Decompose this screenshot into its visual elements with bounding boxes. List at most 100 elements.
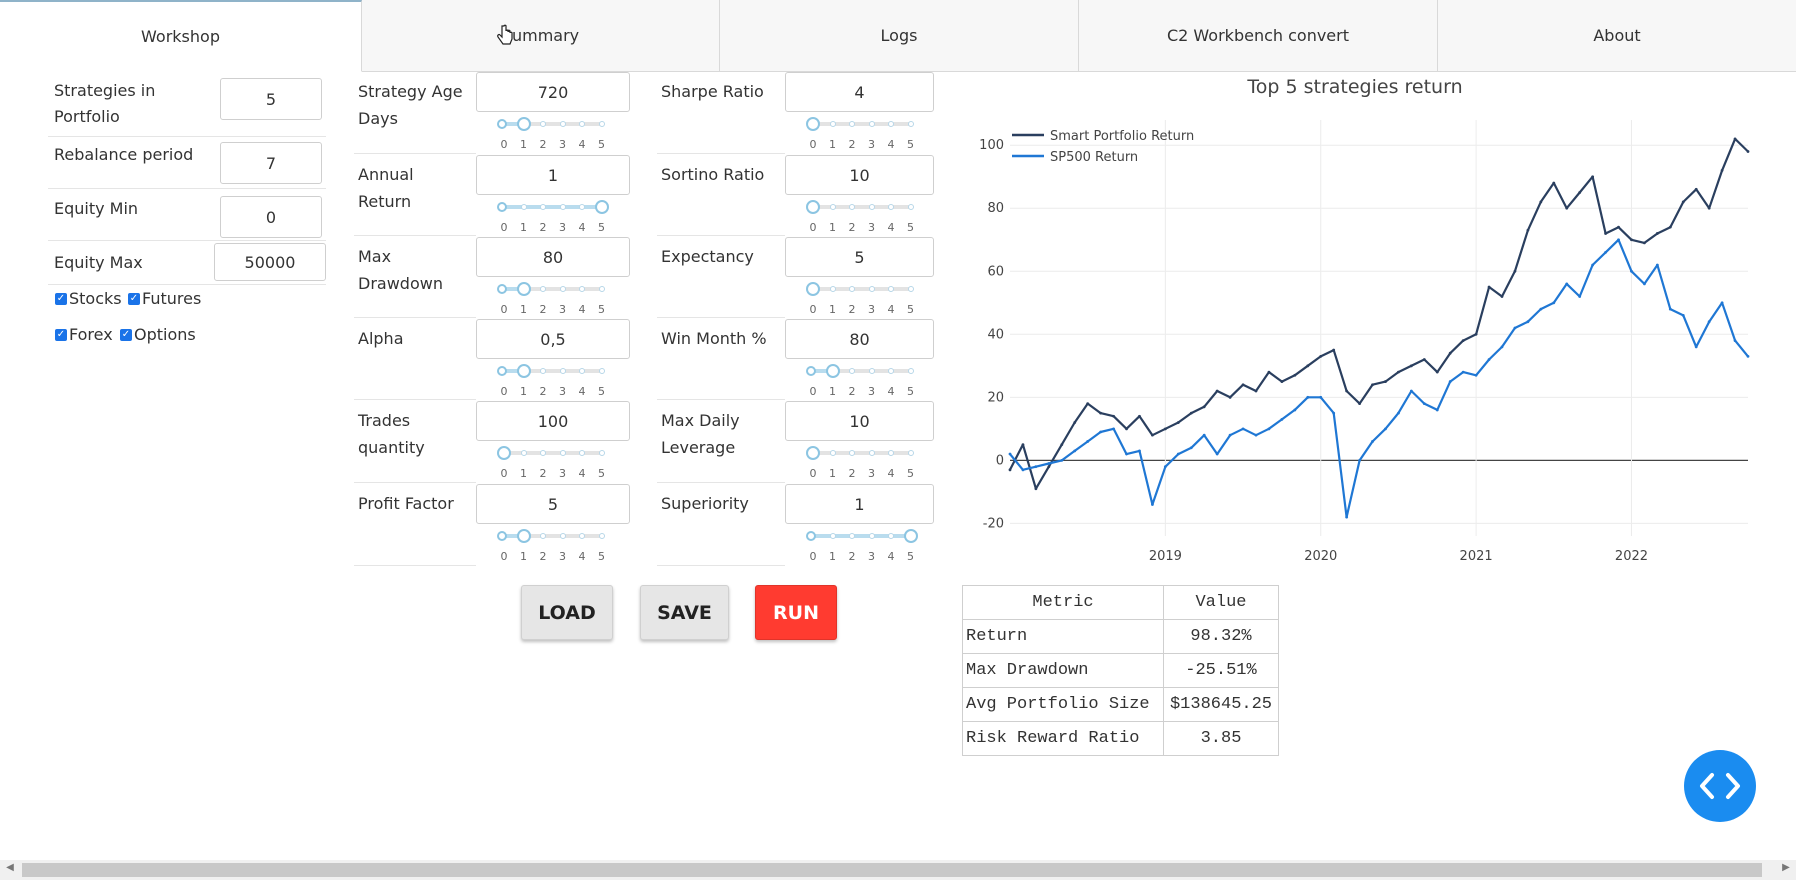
slider-step-dot[interactable]: [540, 286, 546, 292]
slider-step-dot[interactable]: [579, 368, 585, 374]
slider-step-dot[interactable]: [868, 450, 875, 456]
sharpe-ratio-input[interactable]: 4: [785, 72, 934, 112]
slider-step-dot[interactable]: [849, 450, 855, 456]
slider-step-dot[interactable]: [540, 121, 546, 127]
slider-step-dot[interactable]: [849, 286, 855, 292]
max-daily-leverage-input[interactable]: 10: [785, 401, 934, 441]
win-month-input[interactable]: 80: [785, 319, 934, 359]
slider-step-dot[interactable]: [598, 286, 605, 292]
tab-about[interactable]: About: [1438, 0, 1796, 72]
slider-step-dot[interactable]: [829, 450, 836, 456]
slider-step-dot[interactable]: [540, 450, 546, 456]
slider-step-dot[interactable]: [559, 286, 566, 292]
strategies-in-portfolio-input[interactable]: 5: [220, 78, 322, 120]
slider-step-dot[interactable]: [579, 450, 585, 456]
scrollbar-thumb[interactable]: [22, 863, 1762, 877]
load-button[interactable]: LOAD: [521, 585, 613, 640]
stocks-checkbox[interactable]: ✓ Stocks: [55, 289, 122, 308]
code-toggle-button[interactable]: [1684, 750, 1756, 822]
slider-handle-min[interactable]: [497, 202, 507, 212]
slider-step-dot[interactable]: [520, 204, 527, 210]
slider-step-dot[interactable]: [540, 204, 546, 210]
slider-step-dot[interactable]: [888, 121, 894, 127]
slider-step-dot[interactable]: [559, 204, 566, 210]
slider-step-dot[interactable]: [888, 533, 894, 539]
slider-step-dot[interactable]: [559, 533, 566, 539]
slider-handle[interactable]: [497, 446, 511, 460]
slider-step-dot[interactable]: [868, 286, 875, 292]
profit-factor-input[interactable]: 5: [476, 484, 630, 524]
rebalance-period-input[interactable]: 7: [220, 142, 322, 184]
slider-step-dot[interactable]: [829, 204, 836, 210]
slider-step-dot[interactable]: [579, 533, 585, 539]
slider-handle[interactable]: [806, 446, 820, 460]
slider-handle[interactable]: [806, 200, 820, 214]
slider-step-dot[interactable]: [888, 368, 894, 374]
slider-handle[interactable]: [594, 200, 609, 214]
slider-step-dot[interactable]: [868, 533, 875, 539]
slider-handle[interactable]: [516, 282, 531, 296]
tab-workshop[interactable]: Workshop: [0, 0, 362, 72]
slider-step-dot[interactable]: [598, 121, 605, 127]
slider-handle-min[interactable]: [806, 531, 816, 541]
slider-step-dot[interactable]: [868, 121, 875, 127]
slider-handle-min[interactable]: [497, 531, 507, 541]
tab-logs[interactable]: Logs: [720, 0, 1079, 72]
slider-step-dot[interactable]: [829, 286, 836, 292]
slider-step-dot[interactable]: [559, 450, 566, 456]
strategy-age-days-input[interactable]: 720: [476, 72, 630, 112]
alpha-input[interactable]: 0,5: [476, 319, 630, 359]
slider-step-dot[interactable]: [579, 204, 585, 210]
slider-step-dot[interactable]: [849, 204, 855, 210]
equity-max-input[interactable]: 50000: [214, 243, 326, 281]
tab-c2-workbench-convert[interactable]: C2 Workbench convert: [1079, 0, 1438, 72]
slider-step-dot[interactable]: [559, 121, 566, 127]
slider-step-dot[interactable]: [598, 368, 605, 374]
slider-step-dot[interactable]: [849, 533, 855, 539]
slider-handle[interactable]: [516, 529, 531, 543]
slider-step-dot[interactable]: [907, 204, 914, 210]
slider-step-dot[interactable]: [559, 368, 566, 374]
sortino-ratio-input[interactable]: 10: [785, 155, 934, 195]
slider-step-dot[interactable]: [849, 121, 855, 127]
expectancy-input[interactable]: 5: [785, 237, 934, 277]
slider-handle[interactable]: [806, 117, 820, 131]
slider-step-dot[interactable]: [829, 533, 836, 539]
annual-return-input[interactable]: 1: [476, 155, 630, 195]
trades-quantity-input[interactable]: 100: [476, 401, 630, 441]
save-button[interactable]: SAVE: [640, 585, 729, 640]
forex-checkbox[interactable]: ✓ Forex: [55, 325, 113, 344]
slider-handle-min[interactable]: [497, 119, 507, 129]
run-button[interactable]: RUN: [755, 585, 837, 640]
futures-checkbox[interactable]: ✓ Futures: [128, 289, 201, 308]
slider-step-dot[interactable]: [907, 286, 914, 292]
superiority-input[interactable]: 1: [785, 484, 934, 524]
slider-step-dot[interactable]: [907, 368, 914, 374]
slider-step-dot[interactable]: [888, 450, 894, 456]
options-checkbox[interactable]: ✓ Options: [120, 325, 196, 344]
slider-step-dot[interactable]: [888, 286, 894, 292]
scroll-left-icon[interactable]: ◀: [6, 862, 14, 873]
slider-step-dot[interactable]: [868, 368, 875, 374]
slider-handle[interactable]: [903, 529, 918, 543]
slider-handle[interactable]: [806, 282, 820, 296]
slider-step-dot[interactable]: [540, 368, 546, 374]
slider-step-dot[interactable]: [540, 533, 546, 539]
slider-step-dot[interactable]: [829, 121, 836, 127]
slider-step-dot[interactable]: [907, 121, 914, 127]
horizontal-scrollbar[interactable]: ◀ ▶: [0, 860, 1796, 880]
slider-handle[interactable]: [825, 364, 840, 378]
slider-step-dot[interactable]: [579, 286, 585, 292]
